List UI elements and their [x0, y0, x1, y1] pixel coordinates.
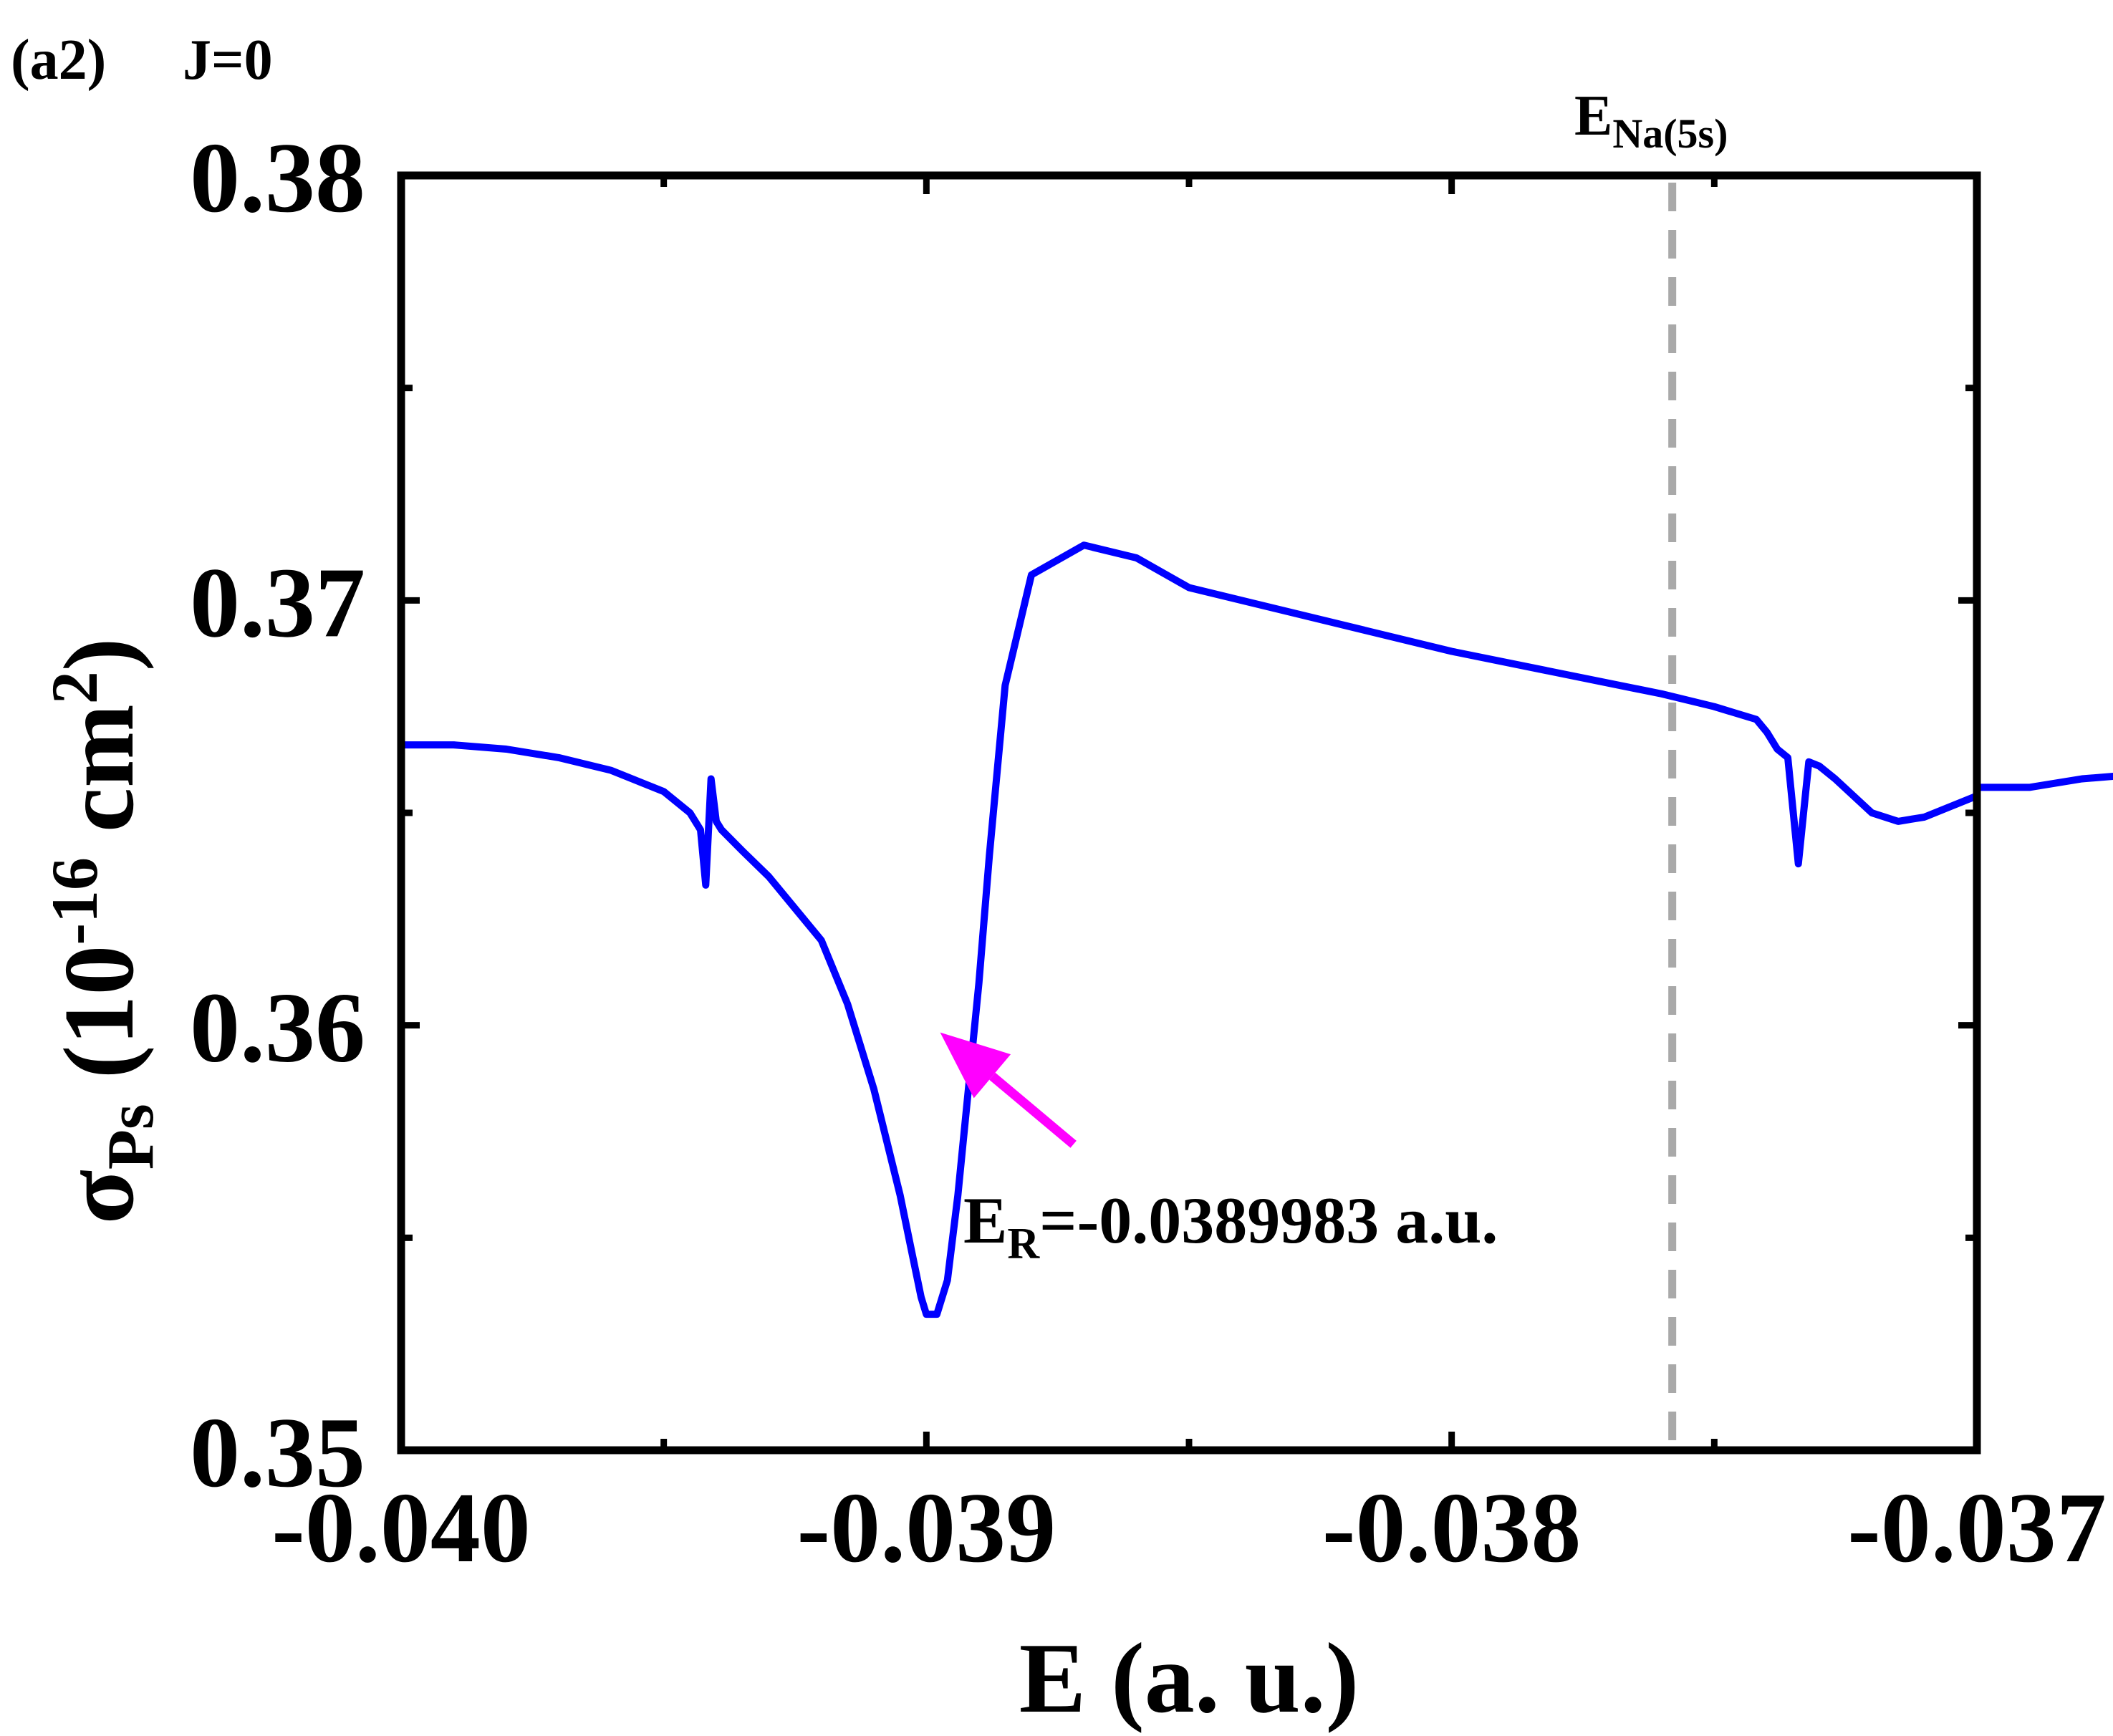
y-axis-label-symbol: σ: [44, 1170, 155, 1224]
series-line-sigma_Ps: [398, 541, 2113, 1318]
y-axis-label: σPs (10-16 cm2): [38, 638, 167, 1225]
y-tick-label: 0.37: [190, 547, 365, 658]
y-axis-label-sub: Ps: [94, 1104, 167, 1170]
y-axis-label-exp: -16: [38, 857, 111, 945]
y-axis-label-mid: cm: [44, 704, 155, 857]
annotation-label: ER=-0.0389983 a.u.: [963, 1184, 1498, 1268]
x-tick-label: -0.039: [797, 1472, 1056, 1583]
y-tick-label: 0.38: [190, 122, 365, 233]
reference-line-label: ENa(5s): [1574, 85, 1728, 157]
plot-frame: [397, 171, 1981, 1455]
x-tick-label: -0.040: [271, 1472, 531, 1583]
plot-layer: [397, 171, 2113, 1455]
annotation-label-sub: R: [1007, 1220, 1040, 1268]
panel-label: (a2): [11, 29, 106, 92]
x-tick-label: -0.038: [1322, 1472, 1582, 1583]
y-axis-label-close: ): [44, 638, 155, 672]
y-tick-label: 0.35: [190, 1397, 365, 1508]
y-axis-label-open: (10: [44, 945, 155, 1104]
annotation-label-main: E: [963, 1184, 1007, 1257]
x-tick-label: -0.037: [1847, 1472, 2107, 1583]
tick-labels: -0.040 -0.039 -0.038 -0.037 0.35 0.36 0.37 0.38: [190, 122, 2107, 1583]
annotation-arrow-head: [940, 1032, 1011, 1099]
y-axis-label-exp2: 2: [38, 671, 111, 704]
reference-line-label-main: E: [1574, 85, 1612, 148]
annotation-label-rest: =-0.0389983 a.u.: [1039, 1184, 1498, 1257]
annotation-arrow-shaft: [989, 1072, 1077, 1148]
y-tick-label: 0.36: [190, 973, 365, 1084]
x-axis-label: E (a. u.): [1019, 1623, 1359, 1734]
reference-line-label-sub: Na(5s): [1612, 110, 1728, 157]
chart-title: J=0: [183, 29, 273, 92]
